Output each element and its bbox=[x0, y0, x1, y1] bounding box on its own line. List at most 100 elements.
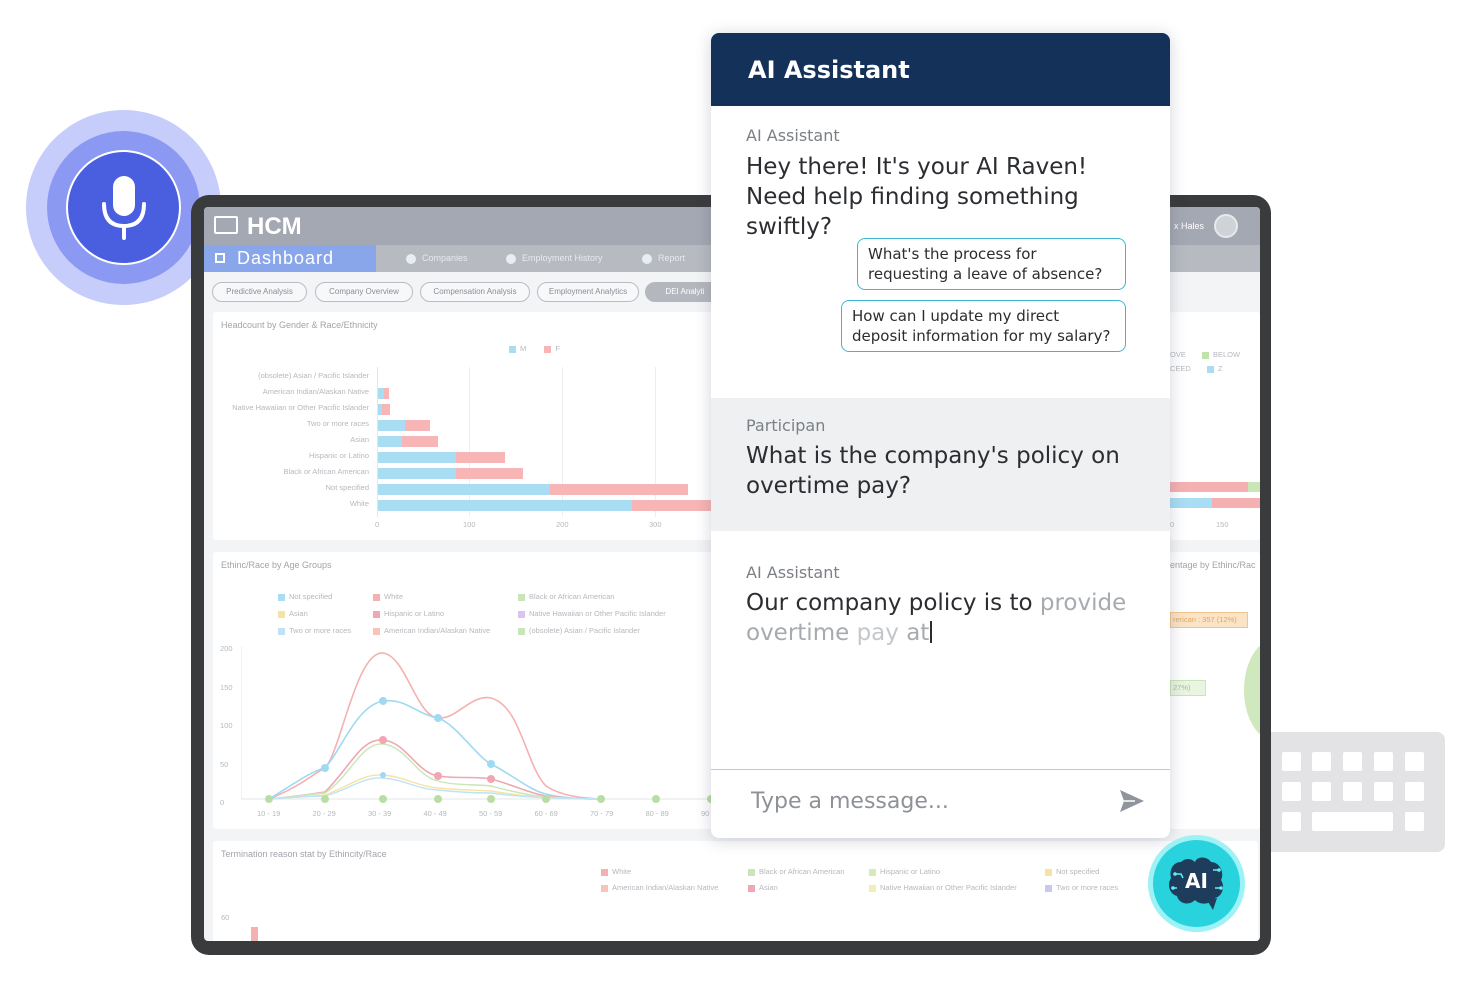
legend-swatch bbox=[373, 627, 380, 635]
headcount-bar-m bbox=[378, 484, 550, 495]
age-x-tick: 70 - 79 bbox=[590, 809, 614, 818]
right-legend-ceed: CEED bbox=[1170, 364, 1191, 373]
message-sender: Participan bbox=[746, 416, 826, 435]
termination-legend-item: Not specified bbox=[1045, 867, 1099, 876]
legend-label: White bbox=[612, 867, 632, 876]
message-sender: AI Assistant bbox=[746, 126, 840, 145]
grid-line bbox=[655, 367, 656, 517]
headcount-bar-f bbox=[550, 484, 688, 495]
avatar[interactable] bbox=[1214, 214, 1238, 238]
suggestion-direct-deposit[interactable]: How can I update my direct deposit infor… bbox=[841, 300, 1126, 352]
age-x-tick: 60 - 69 bbox=[534, 809, 558, 818]
legend-label: Hispanic or Latino bbox=[384, 609, 445, 618]
suggestion-leave-of-absence[interactable]: What's the process for requesting a leav… bbox=[857, 238, 1126, 290]
right-tick-150: 150 bbox=[1216, 520, 1229, 529]
ai-badge-label: AI bbox=[1185, 869, 1208, 893]
faded-text: at bbox=[898, 620, 930, 646]
tab-predictive-analysis[interactable]: Predictive Analysis bbox=[212, 282, 307, 302]
right-legend-below: BELOW bbox=[1212, 350, 1241, 359]
history-icon bbox=[506, 254, 516, 264]
age-groups-card: Ethinc/Race by Age Groups Not specified W… bbox=[213, 552, 723, 829]
age-x-tick: 90 bbox=[701, 809, 710, 818]
faded-text: provide overtime bbox=[746, 590, 1127, 646]
age-x-tick: 40 - 49 bbox=[423, 809, 447, 818]
age-chart bbox=[241, 646, 723, 803]
age-y-tick: 200 bbox=[220, 644, 233, 653]
termination-legend-item: Asian bbox=[748, 883, 778, 892]
nav-report[interactable]: Report bbox=[642, 245, 685, 272]
tab-compensation-analysis[interactable]: Compensation Analysis bbox=[420, 282, 530, 302]
chat-header: AI Assistant bbox=[711, 33, 1170, 106]
legend-label: Not specified bbox=[1056, 867, 1100, 876]
tab-employment-analytics[interactable]: Employment Analytics bbox=[537, 282, 639, 302]
right-pie-label-2: 27%) bbox=[1170, 680, 1206, 696]
microphone-button[interactable] bbox=[66, 150, 181, 265]
headcount-bar-f bbox=[384, 388, 389, 399]
legend-label: (obsolete) Asian / Pacific Islander bbox=[529, 626, 640, 635]
user-name: x Hales bbox=[1173, 221, 1204, 231]
nav-employment-history[interactable]: Employment History bbox=[506, 245, 603, 272]
kb-key bbox=[1312, 752, 1331, 771]
message-text: Our company policy is to provide overtim… bbox=[746, 588, 1136, 648]
legend-label: Black or African American bbox=[529, 592, 615, 601]
age-legend-item: American Indian/Alaskan Native bbox=[373, 626, 490, 635]
kb-key bbox=[1282, 782, 1301, 801]
headcount-bar-f bbox=[402, 436, 438, 447]
right-legend-z: Z bbox=[1217, 364, 1223, 373]
headcount-card: Headcount by Gender & Race/Ethnicity M F… bbox=[213, 312, 738, 540]
kb-key bbox=[1405, 752, 1424, 771]
message-text: Hey there! It's your AI Raven! Need help… bbox=[746, 154, 1088, 240]
termination-bar bbox=[251, 927, 258, 941]
assistant-message: AI Assistant Hey there! It's your AI Rav… bbox=[711, 106, 1170, 396]
legend-swatch bbox=[278, 593, 285, 601]
tick-100: 100 bbox=[463, 520, 476, 529]
right-bar bbox=[1170, 498, 1212, 508]
age-legend-item: Native Hawaiian or Other Pacific Islande… bbox=[518, 609, 666, 618]
legend-swatch bbox=[748, 884, 755, 892]
headcount-bar-f bbox=[405, 420, 430, 431]
kb-key bbox=[1374, 782, 1393, 801]
message-input[interactable] bbox=[751, 784, 1091, 818]
kb-key bbox=[1312, 782, 1331, 801]
headcount-row-label: Native Hawaiian or Other Pacific Islande… bbox=[232, 403, 369, 412]
right-bar bbox=[1170, 482, 1250, 492]
headcount-bar-m bbox=[378, 500, 632, 511]
legend-label: American Indian/Alaskan Native bbox=[384, 626, 491, 635]
microphone-icon bbox=[102, 176, 146, 240]
termination-legend-item: Two or more races bbox=[1045, 883, 1118, 892]
send-button[interactable] bbox=[1117, 786, 1149, 818]
legend-swatch bbox=[601, 868, 608, 876]
legend-swatch bbox=[1201, 351, 1209, 359]
globe-icon bbox=[406, 254, 416, 264]
axis-line bbox=[377, 367, 378, 517]
legend-swatch bbox=[373, 593, 380, 601]
nav-companies[interactable]: Companies bbox=[406, 245, 468, 272]
tab-dei-analytics[interactable]: DEI Analyti bbox=[645, 282, 725, 302]
termination-card: Termination reason stat by Ethincity/Rac… bbox=[213, 841, 1258, 941]
legend-m: M bbox=[520, 344, 527, 353]
headcount-row-label: (obsolete) Asian / Pacific Islander bbox=[258, 371, 369, 380]
nav-link-label: Employment History bbox=[522, 253, 603, 263]
legend-label: Hispanic or Latino bbox=[880, 867, 941, 876]
kb-key bbox=[1343, 752, 1362, 771]
legend-swatch bbox=[518, 627, 525, 635]
headcount-row-label: Black or African American bbox=[283, 467, 369, 476]
tab-dashboard[interactable]: Dashboard bbox=[204, 245, 376, 272]
age-x-tick: 10 - 19 bbox=[257, 809, 281, 818]
report-icon bbox=[642, 254, 652, 264]
ai-chat-bubble[interactable]: AI bbox=[1153, 840, 1240, 927]
nav-link-label: Companies bbox=[422, 253, 468, 263]
legend-swatch bbox=[518, 610, 525, 618]
headcount-bar-m bbox=[378, 404, 382, 415]
kb-key bbox=[1282, 752, 1301, 771]
termination-legend-item: Black or African American bbox=[748, 867, 844, 876]
termination-y-tick: 60 bbox=[221, 913, 230, 922]
legend-label: Native Hawaiian or Other Pacific Islande… bbox=[529, 609, 666, 618]
age-legend-item: (obsolete) Asian / Pacific Islander bbox=[518, 626, 640, 635]
tab-company-overview[interactable]: Company Overview bbox=[315, 282, 413, 302]
user-menu[interactable]: x Hales bbox=[1174, 214, 1238, 238]
headcount-row-label: White bbox=[349, 499, 369, 508]
legend-swatch bbox=[1045, 868, 1052, 876]
legend-f: F bbox=[555, 344, 560, 353]
typed-text: Our company policy is to bbox=[746, 590, 1033, 616]
